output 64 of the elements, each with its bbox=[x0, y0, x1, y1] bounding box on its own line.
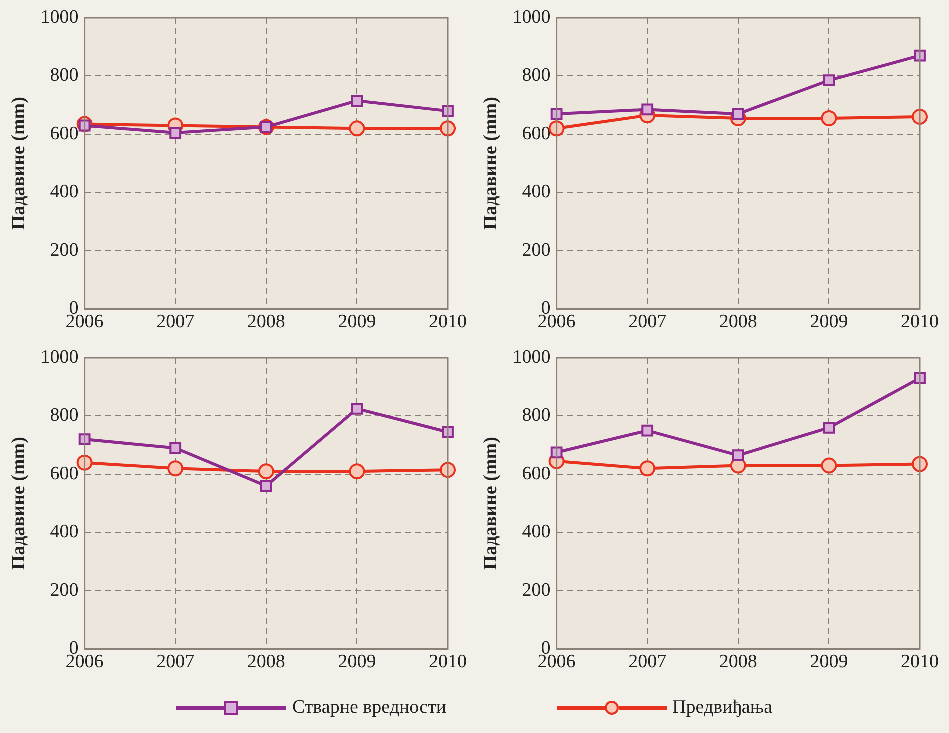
y-tick-label: 400 bbox=[50, 522, 79, 543]
point bbox=[821, 458, 838, 474]
y-tick-label: 200 bbox=[50, 580, 79, 601]
x-tick-label: 2008 bbox=[247, 312, 286, 333]
point bbox=[912, 109, 928, 126]
x-tick-label: 2008 bbox=[247, 652, 286, 673]
point bbox=[258, 464, 274, 480]
point bbox=[732, 450, 744, 462]
x-tick-label: 2007 bbox=[156, 652, 195, 673]
legend-label: Предвиђања bbox=[672, 697, 773, 719]
point bbox=[170, 442, 182, 454]
legend-label: Стварне вредности bbox=[292, 697, 447, 719]
y-tick-label: 600 bbox=[50, 463, 79, 484]
x-tick-label: 2009 bbox=[338, 312, 376, 333]
y-tick-label: 200 bbox=[50, 240, 79, 261]
x-tick-label: 2008 bbox=[719, 652, 758, 673]
x-tick-label: 2009 bbox=[338, 652, 376, 673]
point bbox=[442, 105, 454, 118]
y-tick-label: 400 bbox=[50, 182, 79, 203]
x-tick-label: 2007 bbox=[156, 312, 195, 333]
y-tick-label: 200 bbox=[522, 580, 551, 601]
x-tick-label: 2007 bbox=[628, 652, 667, 673]
y-tick-label: 800 bbox=[50, 65, 79, 86]
y-tick-label: 600 bbox=[522, 123, 551, 144]
point bbox=[349, 120, 366, 137]
point bbox=[642, 424, 654, 437]
y-axis-title: Падавине (mm) bbox=[480, 97, 502, 230]
x-tick-label: 2010 bbox=[901, 652, 939, 673]
y-tick-label: 800 bbox=[50, 405, 79, 426]
x-tick-label: 2010 bbox=[901, 312, 939, 333]
x-tick-label: 2009 bbox=[810, 652, 848, 673]
point bbox=[168, 460, 184, 477]
point bbox=[351, 95, 364, 107]
y-tick-label: 1000 bbox=[40, 6, 79, 28]
point bbox=[823, 422, 836, 434]
y-tick-label: 400 bbox=[522, 182, 551, 203]
y-tick-label: 1000 bbox=[40, 346, 79, 368]
y-axis-title: Падавине (mm) bbox=[480, 437, 502, 570]
x-tick-label: 2008 bbox=[719, 312, 758, 333]
point bbox=[260, 480, 272, 492]
point bbox=[640, 460, 656, 477]
point bbox=[170, 127, 182, 139]
x-tick-label: 2010 bbox=[429, 312, 467, 333]
point bbox=[914, 50, 926, 62]
x-tick-label: 2007 bbox=[628, 312, 667, 333]
x-tick-label: 2009 bbox=[810, 312, 848, 333]
point bbox=[823, 74, 836, 87]
y-axis-title: Падавине (mm) bbox=[8, 437, 30, 570]
y-tick-label: 1000 bbox=[512, 6, 551, 28]
x-tick-label: 2010 bbox=[429, 652, 467, 673]
y-tick-label: 800 bbox=[522, 405, 551, 426]
y-tick-label: 400 bbox=[522, 522, 551, 543]
point bbox=[351, 403, 364, 415]
point bbox=[914, 372, 926, 384]
point bbox=[821, 110, 838, 126]
point bbox=[349, 464, 366, 480]
point bbox=[642, 104, 654, 116]
y-axis-title: Падавине (mm) bbox=[8, 97, 30, 230]
point bbox=[440, 462, 456, 478]
y-tick-label: 200 bbox=[522, 240, 551, 261]
y-tick-label: 600 bbox=[522, 463, 551, 484]
y-tick-label: 600 bbox=[50, 123, 79, 144]
y-tick-label: 1000 bbox=[512, 346, 551, 368]
y-tick-label: 800 bbox=[522, 65, 551, 86]
